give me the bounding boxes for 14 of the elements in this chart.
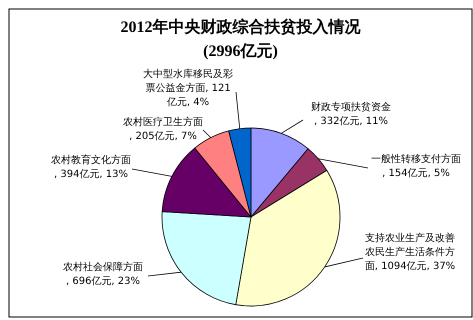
data-label: , 332亿元, 11%	[314, 116, 388, 127]
data-label: , 696亿元, 23%	[66, 276, 140, 287]
chart-title: 2012年中央财政综合扶贫投入情况	[120, 18, 362, 36]
chart-subtitle: (2996亿元)	[203, 42, 278, 60]
slice-label: 支持农业生产及改善农民生产生活条件方面, 1094亿元, 37%	[364, 232, 456, 272]
slice-label: 农村社会保障方面	[63, 261, 143, 273]
data-label: , 154亿元, 5%	[382, 168, 450, 179]
slice-label: 财政专项扶贫资金	[311, 101, 391, 113]
data-label: , 205亿元, 7%	[129, 131, 197, 142]
slice-label: 农村教育文化方面	[51, 154, 131, 166]
slice-label: 农村医疗卫生方面	[123, 116, 203, 128]
data-label: , 394亿元, 13%	[54, 169, 128, 180]
slice-label: 大中型水库移民及彩票公益金方面, 121亿元, 4%	[143, 68, 233, 108]
slice-label: 一般性转移支付方面	[371, 153, 461, 165]
